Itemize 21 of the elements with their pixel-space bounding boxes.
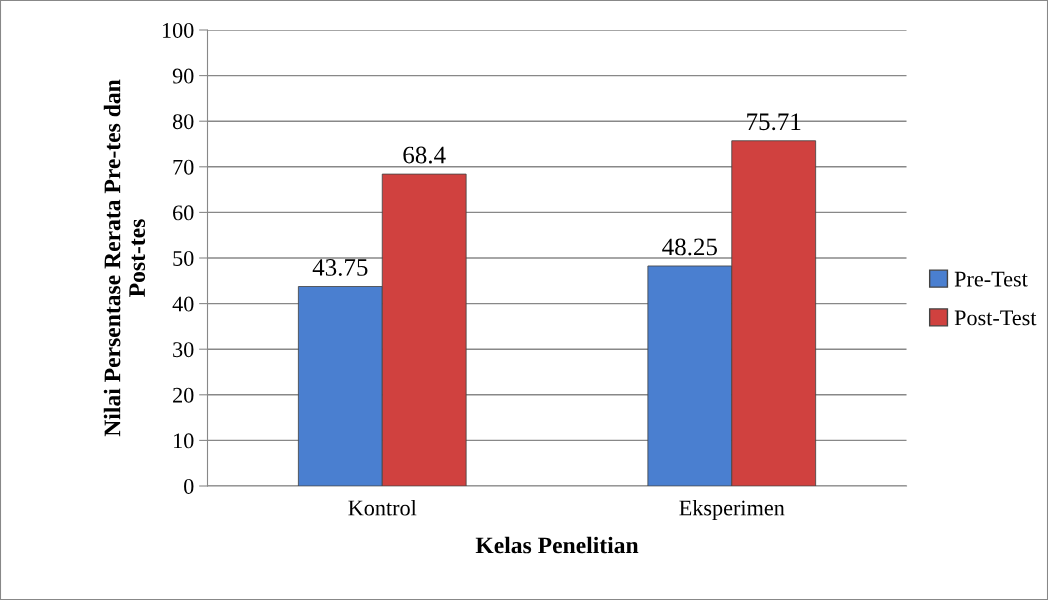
y-tick-label: 40 xyxy=(172,296,194,312)
y-tick-label: 20 xyxy=(173,387,194,403)
data-label: 48.25 xyxy=(662,238,717,256)
y-tick-label: 50 xyxy=(173,250,194,266)
data-label: 68.4 xyxy=(403,146,446,164)
y-tick-label: 90 xyxy=(172,68,194,84)
x-tick-label: Kontrol xyxy=(348,499,417,516)
legend-label: Post-Test xyxy=(954,310,1037,326)
x-axis-title: Kelas Penelitian xyxy=(475,536,639,554)
y-tick-label: 100 xyxy=(162,22,194,38)
y-tick-label: 70 xyxy=(173,159,194,175)
data-label: 43.75 xyxy=(312,259,368,276)
data-label: 75.71 xyxy=(747,113,801,131)
y-tick-label: 10 xyxy=(174,433,194,449)
legend-label: Pre-Test xyxy=(954,271,1028,287)
y-tick-label: 60 xyxy=(173,205,194,221)
x-tick-label: Eksperimen xyxy=(679,499,785,521)
y-tick-label: 30 xyxy=(173,342,194,358)
y-axis-title: Nilai Persentase Rerata Pre-tes dan Post-tes xyxy=(103,79,146,437)
y-tick-label: 0 xyxy=(184,478,194,494)
y-tick-label: 80 xyxy=(172,114,194,130)
